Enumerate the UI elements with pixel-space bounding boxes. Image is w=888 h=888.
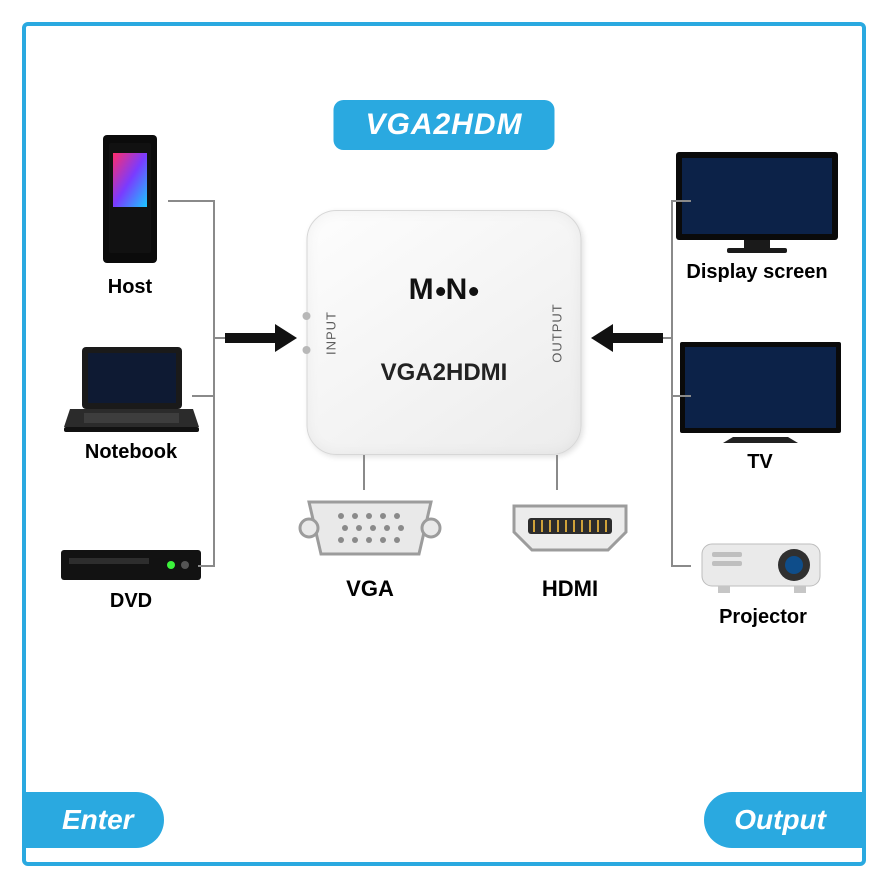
input-side-label: INPUT xyxy=(324,311,339,355)
left-branch-2 xyxy=(192,395,215,397)
vga-port-icon xyxy=(295,490,445,568)
hdmi-port-icon xyxy=(500,490,640,568)
projector-icon xyxy=(698,530,828,600)
notebook-icon xyxy=(64,345,199,435)
conv-to-vga-line xyxy=(363,455,365,490)
output-side-label: OUTPUT xyxy=(550,303,565,362)
enter-badge: Enter xyxy=(22,792,164,848)
device-tv: TV xyxy=(670,340,850,474)
right-branch-1 xyxy=(671,200,691,202)
output-badge: Output xyxy=(704,792,866,848)
right-branch-3 xyxy=(671,565,691,567)
device-dvd: DVD xyxy=(56,550,206,613)
tv-icon xyxy=(678,340,843,445)
dvd-icon xyxy=(61,550,201,584)
port-label: VGA xyxy=(290,576,450,602)
output-arrow xyxy=(591,325,663,351)
left-branch-1 xyxy=(168,200,215,202)
device-host: Host xyxy=(70,135,190,299)
left-branch-3 xyxy=(198,565,215,567)
device-label: TV xyxy=(670,451,850,474)
device-label: Notebook xyxy=(56,441,206,464)
device-label: Host xyxy=(70,276,190,299)
device-label: Projector xyxy=(688,606,838,629)
converter-brand: MN xyxy=(409,273,480,307)
converter-model: VGA2HDMI xyxy=(381,359,508,387)
input-arrow xyxy=(225,325,297,351)
hdmi-port: HDMI xyxy=(490,490,650,602)
conv-to-hdmi-line xyxy=(556,455,558,490)
vga-port: VGA xyxy=(290,490,450,602)
device-display: Display screen xyxy=(662,150,852,284)
host-icon xyxy=(95,135,165,270)
title-badge: VGA2HDM xyxy=(333,100,554,150)
device-projector: Projector xyxy=(688,530,838,629)
right-branch-2 xyxy=(671,395,691,397)
vga-port-dots xyxy=(303,312,311,354)
port-label: HDMI xyxy=(490,576,650,602)
device-label: Display screen xyxy=(662,261,852,284)
converter-box: MN VGA2HDMI INPUT OUTPUT xyxy=(307,210,582,455)
device-notebook: Notebook xyxy=(56,345,206,464)
left-trunk xyxy=(213,200,215,566)
device-label: DVD xyxy=(56,590,206,613)
right-trunk xyxy=(671,200,673,566)
display-icon xyxy=(672,150,842,255)
